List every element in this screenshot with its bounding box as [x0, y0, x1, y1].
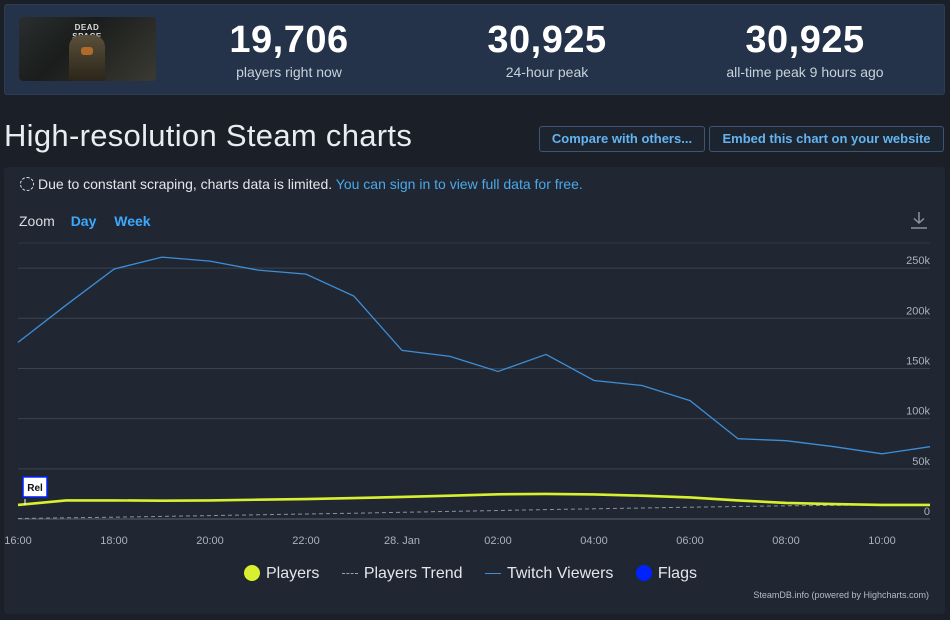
y-tick-label: 0 [924, 506, 930, 518]
zoom-label: Zoom [19, 213, 55, 229]
stats-bar: DEAD SPACE 19,706 players right now 30,9… [4, 4, 945, 95]
zoom-controls: Zoom Day Week [19, 213, 165, 229]
stat-label: all-time peak 9 hours ago [726, 64, 884, 80]
chart-credit[interactable]: SteamDB.info (powered by Highcharts.com) [753, 590, 929, 600]
legend-flags-dot [635, 565, 652, 581]
series-players-trend [17, 504, 931, 519]
stat-label: 24-hour peak [505, 64, 589, 80]
y-tick-label: 50k [912, 456, 930, 468]
legend-players-dot [244, 565, 260, 581]
x-tick-label: 28. Jan [384, 535, 420, 547]
page-title: High-resolution Steam charts [4, 118, 413, 153]
series-twitch-viewers [17, 256, 931, 455]
stat-value: 30,925 [487, 19, 607, 61]
legend-trend-line [341, 573, 358, 574]
x-tick-label: 18:00 [100, 535, 128, 547]
legend-item-players[interactable]: Players [244, 565, 319, 583]
stat-all-time-peak: 30,925 all-time peak 9 hours ago [695, 19, 915, 81]
stat-value: 30,925 [745, 19, 865, 61]
stat-value: 19,706 [229, 19, 349, 61]
y-tick-label: 250k [906, 255, 930, 267]
chart-legend: Players Players Trend Twitch Viewers Fla… [244, 565, 715, 583]
stat-players-now: 19,706 players right now [199, 19, 379, 81]
series-players [17, 492, 930, 507]
legend-item-flags[interactable]: Flags [635, 565, 697, 583]
x-tick-label: 22:00 [292, 535, 320, 547]
stat-24h-peak: 30,925 24-hour peak [457, 19, 637, 81]
x-tick-label: 20:00 [196, 535, 224, 547]
x-tick-label: 10:00 [868, 535, 896, 547]
data-limit-notice: Due to constant scraping, charts data is… [20, 176, 583, 192]
x-tick-label: 08:00 [772, 535, 800, 547]
thumbnail-figure [69, 35, 105, 81]
x-tick-label: 04:00 [580, 535, 608, 547]
x-tick-label: 02:00 [484, 535, 512, 547]
player-chart[interactable]: 0 50k 100k 150k 200k 250k 16:00 18:00 20:00 22:00… [4, 167, 945, 614]
zoom-day-button[interactable]: Day [70, 213, 97, 229]
x-tick-label: 16:00 [4, 535, 32, 547]
dashed-circle-icon [20, 177, 34, 191]
y-tick-label: 100k [906, 406, 930, 418]
flag-marker-box [22, 476, 48, 498]
stat-label: players right now [236, 64, 342, 80]
embed-chart-button[interactable]: Embed this chart on your website [709, 126, 944, 152]
notice-text: Due to constant scraping, charts data is… [38, 176, 333, 192]
legend-item-players-trend[interactable]: Players Trend [341, 565, 463, 583]
y-tick-label: 200k [906, 305, 930, 317]
x-tick-label: 06:00 [676, 535, 704, 547]
download-icon[interactable] [909, 210, 929, 230]
legend-item-twitch-viewers[interactable]: Twitch Viewers [484, 565, 613, 583]
compare-button[interactable]: Compare with others... [539, 126, 705, 152]
sign-in-link[interactable]: You can sign in to view full data for fr… [335, 176, 583, 192]
thumbnail-glow [81, 47, 93, 55]
legend-twitch-line [484, 573, 501, 574]
game-thumbnail[interactable]: DEAD SPACE [19, 17, 156, 81]
zoom-week-button[interactable]: Week [114, 213, 151, 229]
chart-panel: Due to constant scraping, charts data is… [4, 167, 945, 614]
flag-marker-label: Rel [27, 483, 43, 494]
y-tick-label: 150k [906, 355, 930, 367]
